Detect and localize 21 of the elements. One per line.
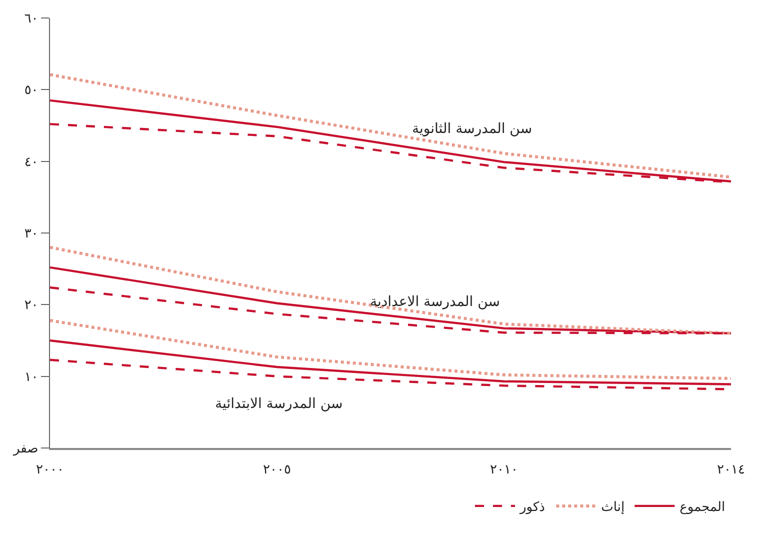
y-tick-label: ٤٠ xyxy=(24,154,38,170)
legend-label: ذكور xyxy=(519,500,546,516)
x-tick-label: ٢٠١٠ xyxy=(490,462,518,478)
line-series xyxy=(50,339,731,386)
x-tick-label: ٢٠٠٠ xyxy=(36,462,64,478)
y-tick-label: ٣٠ xyxy=(24,226,38,242)
x-tick-label: ٢٠١٤ xyxy=(717,462,745,478)
annotation: سن المدرسة الابتدائية xyxy=(215,396,343,412)
y-tick-label: صفر xyxy=(12,442,38,457)
x-tick-label: ٢٠٠٥ xyxy=(263,462,291,478)
y-tick-label: ٦٠ xyxy=(24,12,38,27)
y-tick-label: ١٠ xyxy=(24,370,38,385)
annotation: سن المدرسة الثانوية xyxy=(412,121,532,137)
y-tick-label: ٥٠ xyxy=(24,83,38,98)
line-series xyxy=(50,246,731,335)
legend-label: إناث xyxy=(601,500,625,516)
annotation: سن المدرسة الاعدادية xyxy=(370,294,500,310)
y-tick-label: ٢٠ xyxy=(24,298,38,314)
line-series xyxy=(50,73,731,179)
legend-label: المجموع xyxy=(680,500,726,516)
line-series xyxy=(50,318,731,380)
